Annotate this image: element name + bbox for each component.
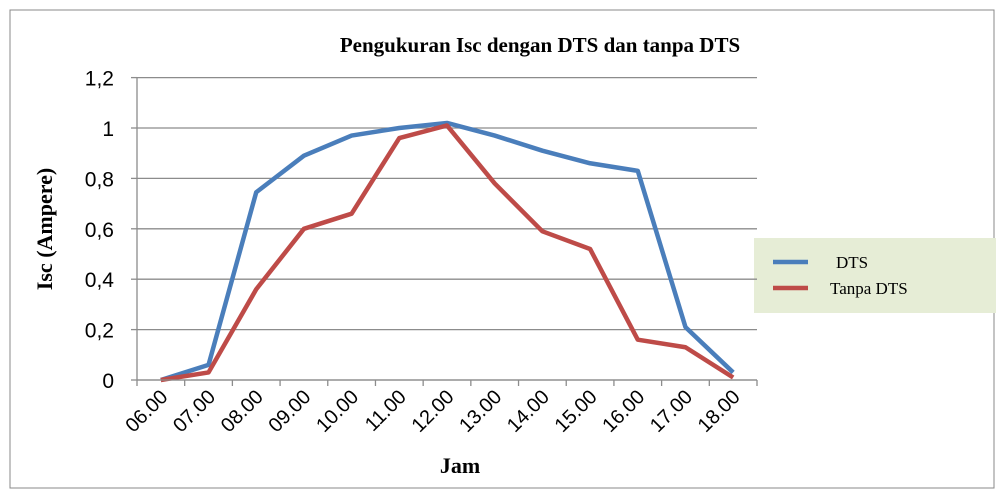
y-tick-label: 0,4	[85, 269, 115, 292]
x-axis-label: Jam	[440, 453, 480, 478]
data-line	[160, 123, 735, 383]
y-tick-label: 0	[102, 370, 114, 393]
legend-label: Tanpa DTS	[830, 279, 908, 298]
chart-title: Pengukuran Isc dengan DTS dan tanpa DTS	[340, 33, 740, 57]
y-tick-label: 1	[102, 118, 114, 141]
y-tick-label: 0,6	[85, 219, 114, 242]
data-line	[160, 120, 735, 383]
legend-label: DTS	[836, 253, 868, 272]
legend-box	[754, 238, 996, 313]
y-tick-label: 1,2	[85, 68, 114, 91]
y-tick-label: 0,2	[85, 320, 114, 343]
y-tick-label: 0,8	[85, 168, 114, 191]
y-axis-label: Isc (Ampere)	[32, 168, 57, 290]
